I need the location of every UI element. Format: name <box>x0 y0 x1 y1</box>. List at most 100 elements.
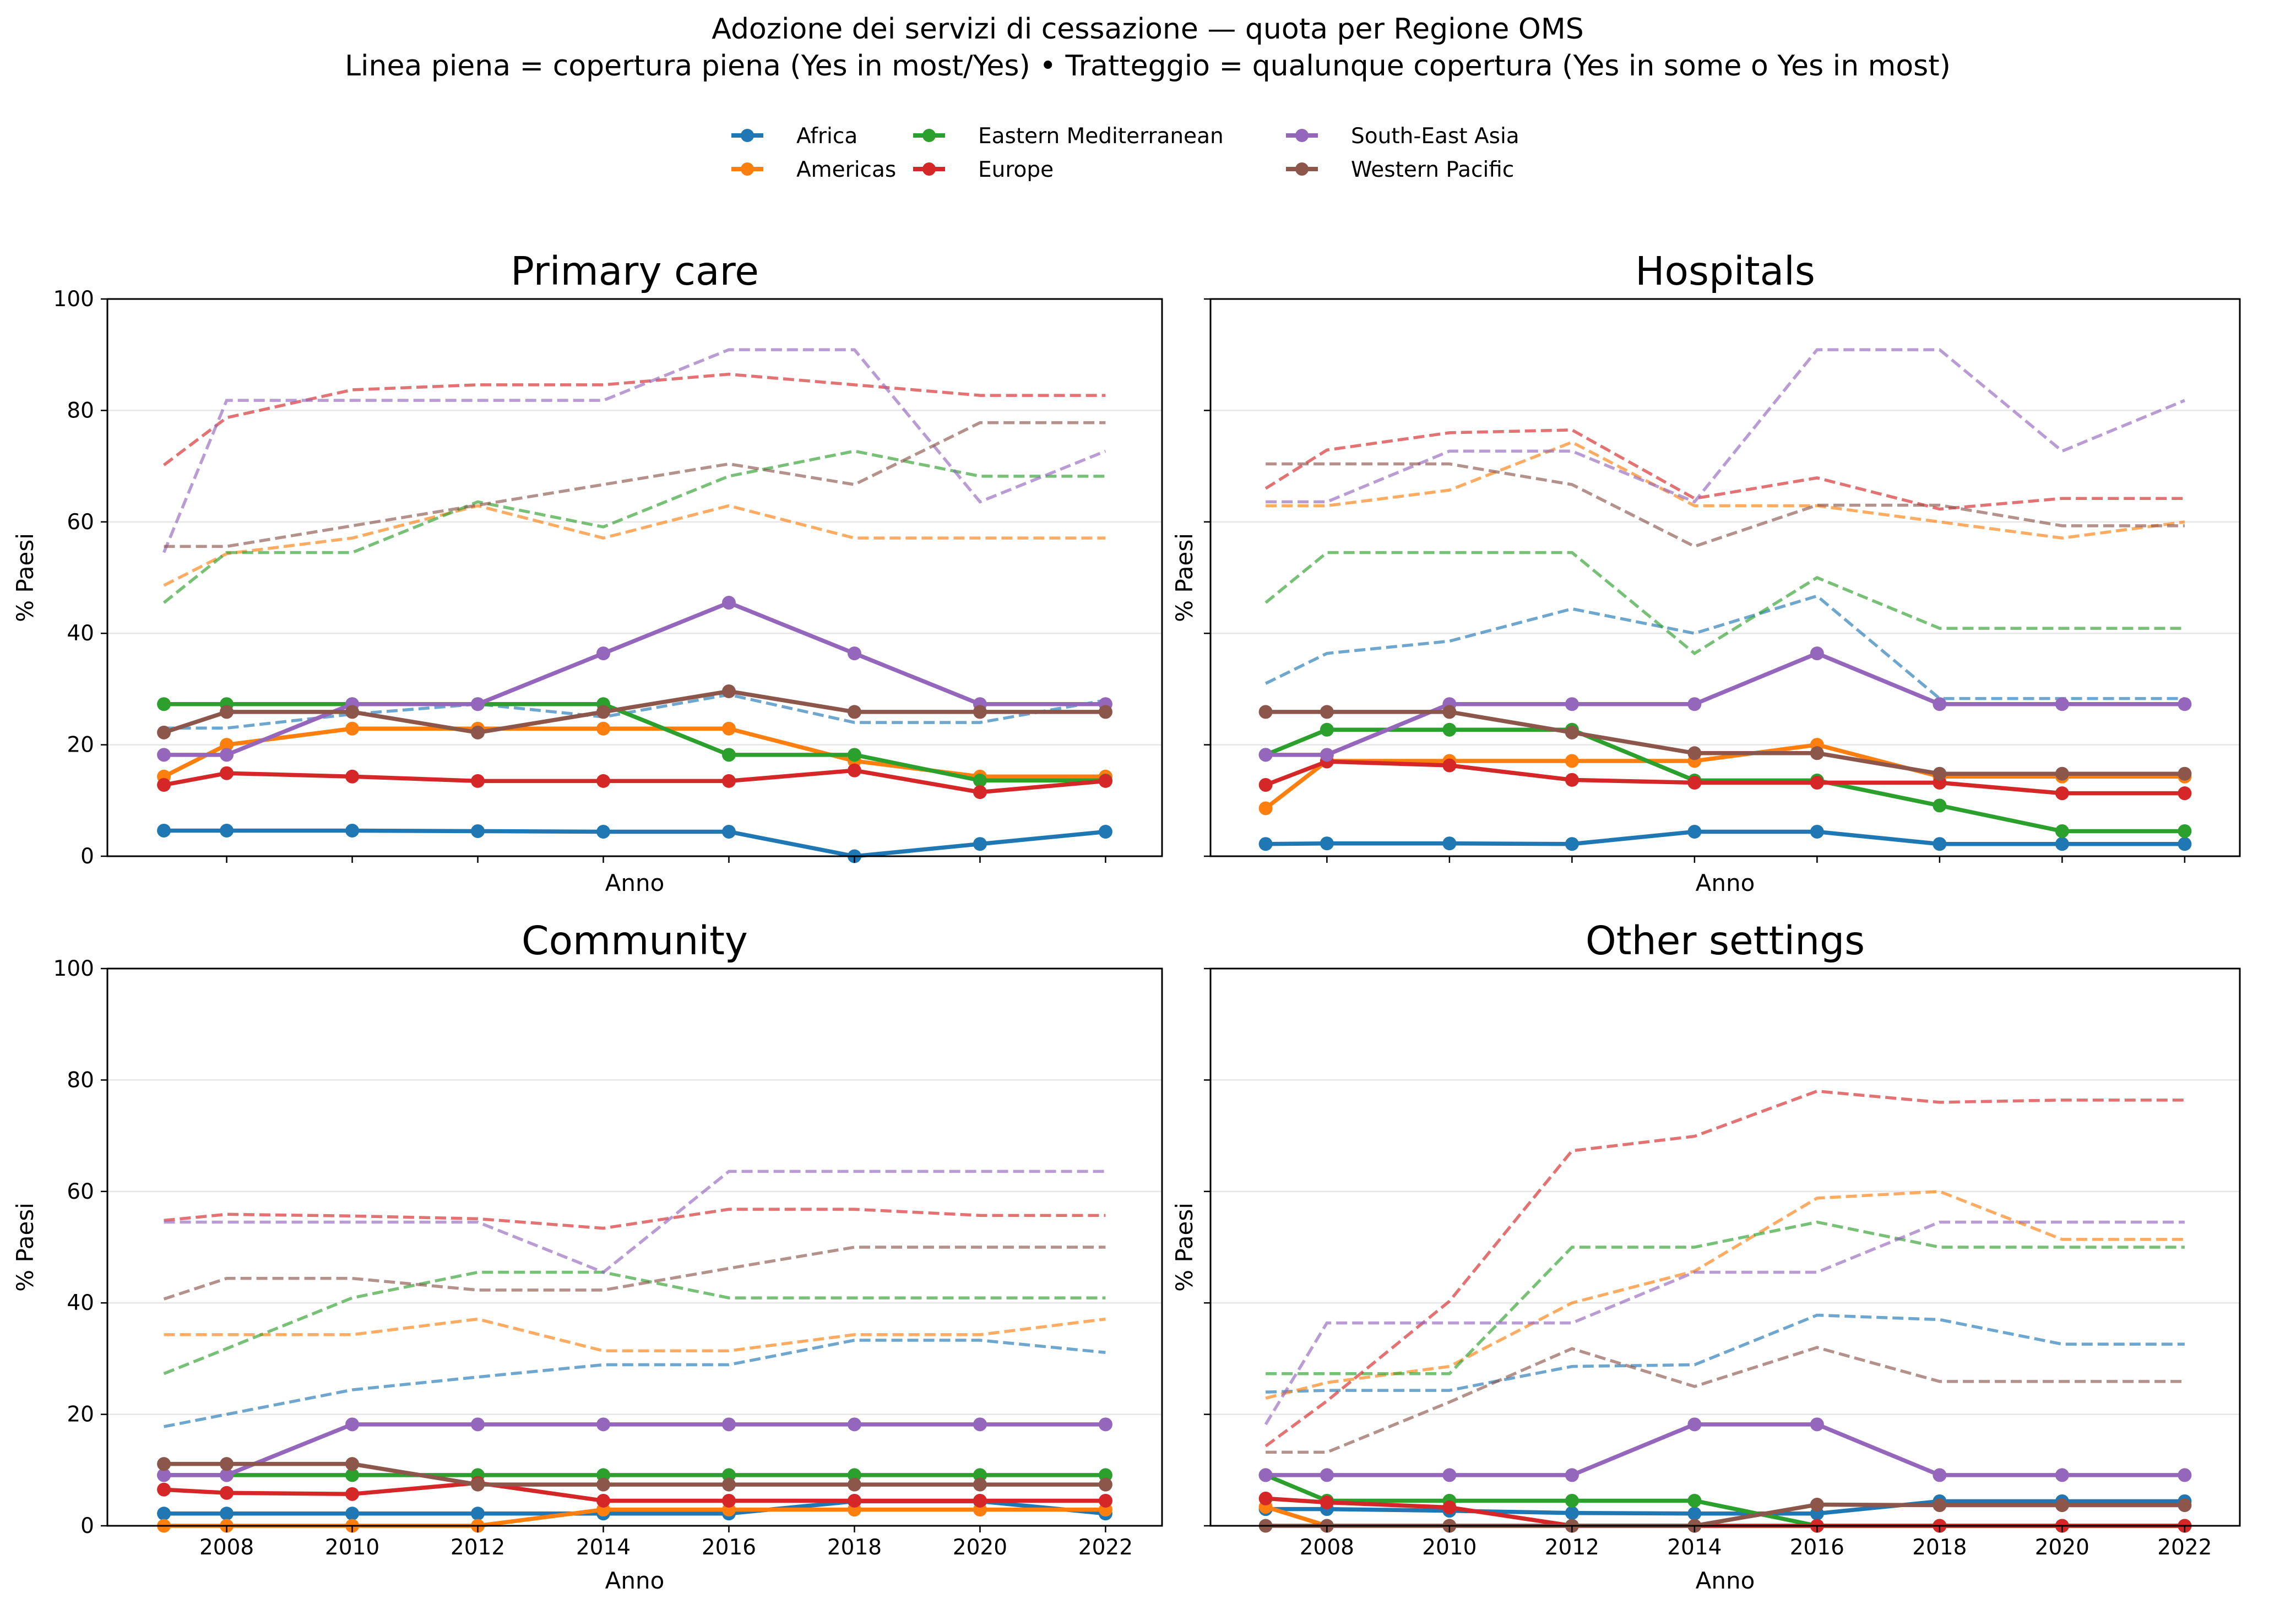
data-point <box>220 1468 234 1482</box>
data-point <box>847 1493 861 1508</box>
data-point <box>157 1468 171 1482</box>
data-point <box>1565 837 1579 851</box>
x-tick-label: 2008 <box>199 1535 254 1560</box>
data-point <box>1258 837 1273 851</box>
data-point <box>1687 746 1702 760</box>
x-axis-label: Anno <box>1696 1567 1755 1594</box>
data-point <box>1442 836 1457 851</box>
axes-frame <box>106 298 1163 857</box>
panel-title: Primary care <box>511 248 759 294</box>
chart-title-line-2: Linea piena = copertura piena (Yes in mo… <box>345 50 1951 83</box>
full-coverage-line <box>164 702 1106 783</box>
legend-label: Africa <box>796 124 857 149</box>
y-axis-label: % Paesi <box>1171 1203 1198 1292</box>
data-point <box>1442 758 1457 773</box>
data-point <box>1687 775 1702 790</box>
data-point <box>345 1457 360 1471</box>
data-point <box>1258 748 1273 762</box>
data-point <box>1098 1477 1112 1492</box>
series-europe <box>157 372 1112 800</box>
data-point <box>345 1417 360 1432</box>
any-coverage-line <box>1266 1220 2185 1375</box>
data-point <box>1565 754 1579 768</box>
data-point <box>157 1507 171 1521</box>
data-point <box>596 1468 611 1482</box>
data-point <box>471 1477 485 1492</box>
y-tick-label: 100 <box>53 956 94 981</box>
data-point <box>847 748 861 762</box>
data-point <box>471 824 485 838</box>
legend-marker <box>741 129 754 142</box>
data-point <box>1565 725 1579 739</box>
data-point <box>721 721 736 736</box>
x-tick-label: 2018 <box>827 1535 882 1560</box>
y-tick-label: 20 <box>67 1402 94 1427</box>
data-point <box>220 823 234 838</box>
data-point <box>1687 824 1702 839</box>
any-coverage-line <box>1264 1089 2185 1448</box>
data-point <box>157 1482 171 1497</box>
data-point <box>596 646 611 661</box>
any-coverage-line <box>1264 1220 2185 1426</box>
series-western-pacific <box>157 1246 1112 1492</box>
data-point <box>721 596 736 610</box>
series-americas <box>157 504 1112 784</box>
y-tick-label: 80 <box>67 398 94 423</box>
chart-legend: Africa Americas Eastern Mediterranean Europ… <box>731 124 1519 182</box>
legend-item: Americas <box>731 157 896 182</box>
any-coverage-line <box>162 372 1106 466</box>
data-point <box>1098 1493 1112 1508</box>
y-tick-label: 0 <box>80 1514 94 1538</box>
any-coverage-line <box>1266 441 2185 540</box>
data-point <box>1258 777 1273 792</box>
data-point <box>471 1417 485 1432</box>
x-tick-label: 2010 <box>1422 1535 1477 1560</box>
any-coverage-line <box>1265 1190 2185 1400</box>
data-point <box>345 823 360 838</box>
series-eastern-mediterranean <box>1258 551 2192 838</box>
data-point <box>220 738 234 752</box>
data-point <box>1258 1491 1273 1505</box>
data-point <box>1258 705 1273 719</box>
data-point <box>2055 786 2069 801</box>
series-europe <box>1258 428 2192 801</box>
x-tick-label: 2020 <box>953 1535 1007 1560</box>
data-point <box>220 748 234 762</box>
data-point <box>220 1507 234 1521</box>
legend-item: Western Pacific <box>1286 157 1514 182</box>
any-coverage-line <box>164 1317 1106 1352</box>
data-point <box>1098 824 1112 839</box>
data-point <box>973 1468 987 1482</box>
any-coverage-line <box>163 1246 1106 1301</box>
data-point <box>1320 1468 1334 1482</box>
data-point <box>345 1507 360 1521</box>
panel-title: Community <box>522 918 748 964</box>
data-point <box>345 1487 360 1501</box>
any-coverage-line <box>164 421 1106 548</box>
full-coverage-line <box>1266 829 2185 846</box>
y-tick-label: 60 <box>67 1179 94 1204</box>
data-point <box>471 774 485 788</box>
data-point <box>721 684 736 698</box>
any-coverage-line <box>1266 348 2185 504</box>
legend-item: South-East Asia <box>1286 124 1519 149</box>
data-point <box>1258 801 1273 815</box>
data-point <box>596 1493 611 1508</box>
data-point <box>1442 722 1457 737</box>
data-point <box>1098 774 1112 788</box>
panel-primary-care: 0 20 40 60 80 100 Anno % Paesi Primary care <box>12 248 1163 896</box>
panel-community: 0 20 40 60 80 100 2008 2010 2012 2014 2016 2018 2020… <box>12 918 1163 1594</box>
y-tick-label: 60 <box>67 510 94 535</box>
data-point <box>1565 1506 1579 1520</box>
any-coverage-line <box>162 449 1106 604</box>
legend-marker <box>741 162 754 176</box>
data-point <box>220 1486 234 1500</box>
legend-marker <box>922 162 936 176</box>
any-coverage-line <box>164 1208 1106 1230</box>
data-point <box>157 725 171 739</box>
data-point <box>847 763 861 777</box>
x-axis-label: Anno <box>1696 869 1755 896</box>
series-western-pacific <box>157 421 1112 739</box>
data-point <box>1687 1417 1702 1432</box>
x-axis-label: Anno <box>605 869 665 896</box>
